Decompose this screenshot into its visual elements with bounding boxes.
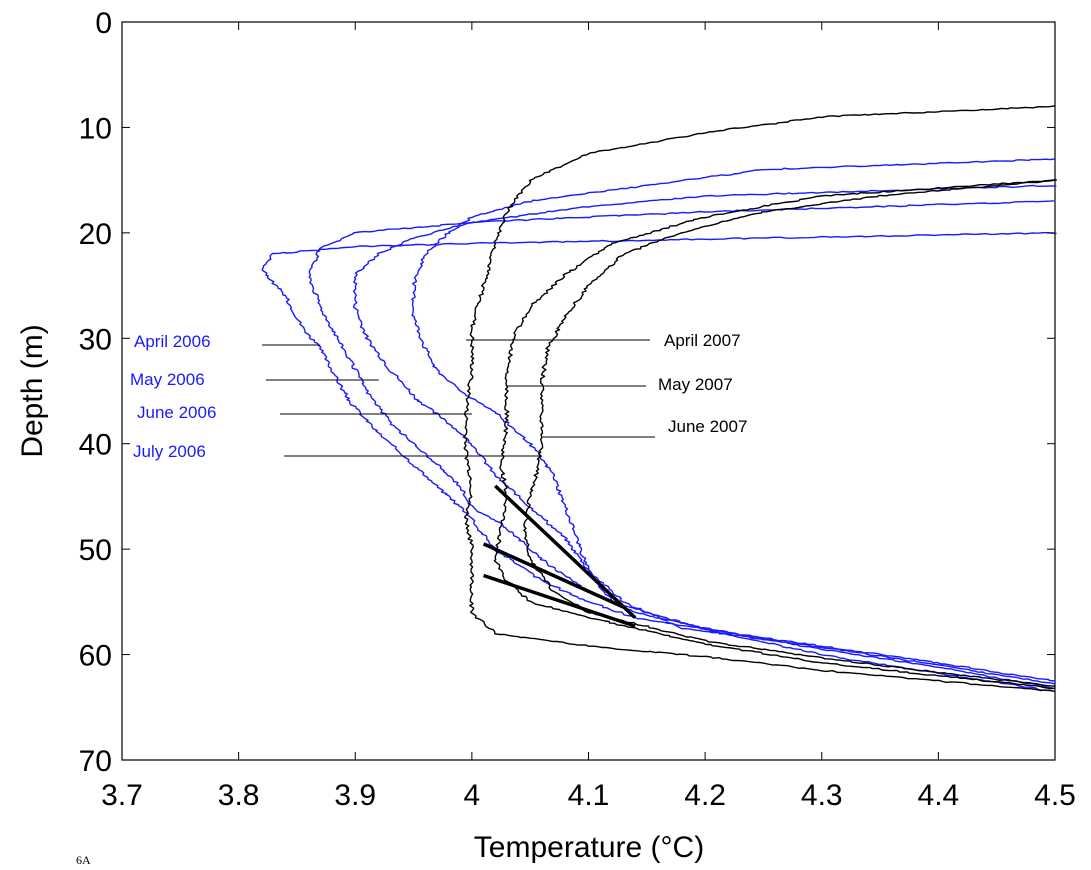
thick-segment-1 <box>494 484 637 619</box>
tick-layer: 3.7 3.8 3.9 4 4.1 4.2 4.3 4.4 4.5 0 10 20 30 40 50 60 70 <box>79 7 1076 812</box>
annotation-june-2006: June 2006 <box>137 403 216 422</box>
y-axis-title: Depth (m) <box>16 324 49 457</box>
series-line-may-2007 <box>493 179 1058 690</box>
y-tick-label: 20 <box>79 218 112 251</box>
y-tick-label: 40 <box>79 429 112 462</box>
x-tick-label: 3.7 <box>101 779 143 812</box>
annotation-july-2006: July 2006 <box>133 442 206 461</box>
thick-segment-3 <box>482 573 636 628</box>
series-line-july-2006 <box>411 158 1056 682</box>
stray-label: 6A <box>76 853 91 867</box>
series-layer <box>261 105 1058 693</box>
x-axis-title: Temperature (°C) <box>474 831 704 864</box>
thick-segment-layer <box>482 484 637 628</box>
x-tick-label: 3.9 <box>334 779 376 812</box>
annotation-june-2007: June 2007 <box>668 417 747 436</box>
annotation-may-2007: May 2007 <box>658 375 733 394</box>
y-tick-label: 60 <box>79 640 112 673</box>
annotation-layer: April 2006 May 2006 June 2006 July 2006 Apri… <box>130 331 747 461</box>
annotation-april-2006: April 2006 <box>134 332 211 351</box>
y-tick-label: 50 <box>79 534 112 567</box>
x-tick-label: 4.3 <box>801 779 843 812</box>
x-tick-label: 4.1 <box>568 779 610 812</box>
y-tick-label: 30 <box>79 323 112 356</box>
thick-segment-2 <box>482 542 625 609</box>
series-line-april-2007 <box>463 105 1056 693</box>
series-line-april-2006 <box>261 231 1057 693</box>
annotation-may-2006: May 2006 <box>130 370 205 389</box>
y-tick-label: 10 <box>79 112 112 145</box>
x-tick-label: 4 <box>464 779 481 812</box>
x-tick-label: 4.4 <box>918 779 960 812</box>
series-line-june-2006 <box>352 184 1057 685</box>
series-line-june-2007 <box>523 179 1056 687</box>
y-tick-label: 70 <box>79 745 112 778</box>
annotation-april-2007: April 2007 <box>664 331 741 350</box>
y-tick-label: 0 <box>95 7 112 40</box>
x-tick-label: 4.5 <box>1034 779 1076 812</box>
x-tick-label: 4.2 <box>684 779 726 812</box>
plot-area <box>121 21 1056 761</box>
x-tick-label: 3.8 <box>218 779 260 812</box>
